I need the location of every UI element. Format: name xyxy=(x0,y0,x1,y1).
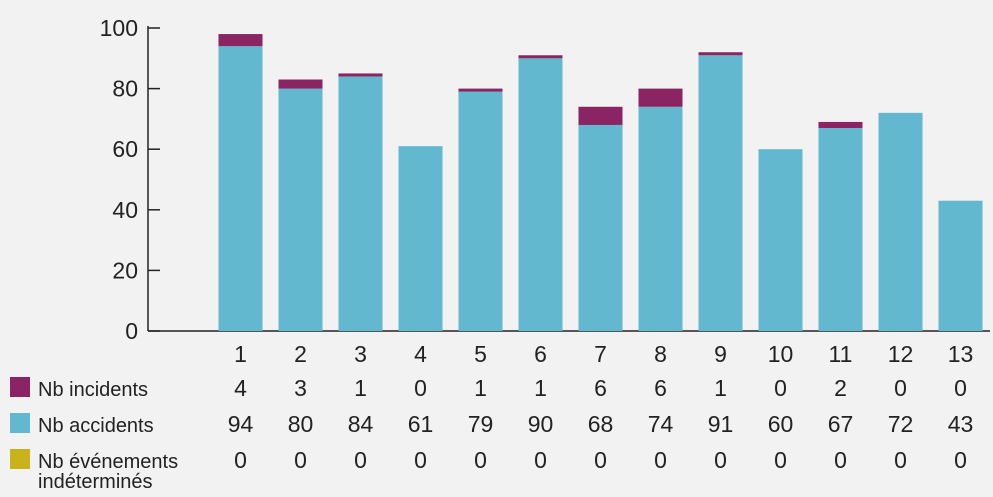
table-cell-value: 0 xyxy=(294,447,307,473)
y-tick-label: 80 xyxy=(112,76,138,102)
x-tick-label: 2 xyxy=(294,341,307,367)
table-cell-value: 1 xyxy=(354,375,367,401)
bar-segment xyxy=(278,88,323,331)
bar-segment xyxy=(458,91,503,331)
bar-segment xyxy=(638,88,683,107)
table-cell-value: 0 xyxy=(594,447,607,473)
legend-swatch xyxy=(10,377,30,397)
legend-swatch xyxy=(10,449,30,469)
table-cell-value: 6 xyxy=(654,375,667,401)
table-cell-value: 68 xyxy=(588,411,614,437)
table-cell-value: 1 xyxy=(534,375,547,401)
x-tick-label: 9 xyxy=(714,341,727,367)
table-cell-value: 60 xyxy=(768,411,794,437)
bar-segment xyxy=(278,79,323,89)
y-tick-label: 20 xyxy=(112,257,138,283)
table-cell-value: 43 xyxy=(948,411,974,437)
x-tick-label: 13 xyxy=(948,341,974,367)
bar-segment xyxy=(758,149,803,331)
bar-segment xyxy=(818,121,863,128)
y-tick-label: 40 xyxy=(112,197,138,223)
table-cell-value: 0 xyxy=(894,375,907,401)
legend-label: Nb incidents xyxy=(38,379,148,401)
table-cell-value: 0 xyxy=(774,447,787,473)
x-tick-label: 1 xyxy=(234,341,247,367)
y-tick-label: 0 xyxy=(125,318,138,344)
table-cell-value: 0 xyxy=(414,447,427,473)
bar-segment xyxy=(398,146,443,331)
legend-label: indéterminés xyxy=(38,471,153,492)
bar-segment xyxy=(698,52,743,56)
bar-segment xyxy=(938,200,983,331)
x-tick-label: 11 xyxy=(829,341,853,367)
table-cell-value: 79 xyxy=(468,411,494,437)
bar-segment xyxy=(578,124,623,332)
x-tick-label: 5 xyxy=(474,341,487,367)
x-tick-label: 10 xyxy=(768,341,794,367)
table-cell-value: 0 xyxy=(414,375,427,401)
table-cell-value: 0 xyxy=(354,447,367,473)
table-cell-value: 0 xyxy=(474,447,487,473)
table-cell-value: 90 xyxy=(528,411,554,437)
bar-segment xyxy=(518,58,563,332)
legend-swatch xyxy=(10,413,30,433)
table-cell-value: 0 xyxy=(834,447,847,473)
table-cell-value: 84 xyxy=(348,411,374,437)
table-cell-value: 4 xyxy=(234,375,247,401)
table-cell-value: 0 xyxy=(534,447,547,473)
x-tick-label: 8 xyxy=(654,341,667,367)
table-cell-value: 72 xyxy=(888,411,914,437)
x-tick-label: 7 xyxy=(594,341,607,367)
table-cell-value: 6 xyxy=(594,375,607,401)
table-cell-value: 0 xyxy=(894,447,907,473)
bar-segment xyxy=(338,73,383,77)
table-cell-value: 91 xyxy=(708,411,734,437)
table-cell-value: 0 xyxy=(714,447,727,473)
table-cell-value: 1 xyxy=(714,375,727,401)
bar-segment xyxy=(338,76,383,331)
x-tick-label: 6 xyxy=(534,341,547,367)
bar-segment xyxy=(638,106,683,331)
x-tick-label: 3 xyxy=(354,341,367,367)
table-cell-value: 0 xyxy=(774,375,787,401)
table-cell-value: 0 xyxy=(954,447,967,473)
bar-segment xyxy=(878,112,923,331)
table-cell-value: 74 xyxy=(648,411,674,437)
legend-label: Nb accidents xyxy=(38,415,154,437)
bar-segment xyxy=(518,55,563,59)
y-tick-label: 100 xyxy=(100,15,138,41)
table-cell-value: 67 xyxy=(828,411,854,437)
bar-segment xyxy=(578,106,623,125)
table-cell-value: 1 xyxy=(474,375,487,401)
table-cell-value: 80 xyxy=(288,411,314,437)
table-cell-value: 94 xyxy=(228,411,254,437)
x-tick-label: 12 xyxy=(888,341,914,367)
bar-segment xyxy=(818,127,863,332)
table-cell-value: 3 xyxy=(294,375,307,401)
legend-label: Nb événements xyxy=(38,451,178,473)
bar-segment xyxy=(698,55,743,332)
table-cell-value: 0 xyxy=(654,447,667,473)
bar-segment xyxy=(218,46,263,332)
y-tick-label: 60 xyxy=(112,136,138,162)
x-tick-label: 4 xyxy=(414,341,427,367)
table-cell-value: 0 xyxy=(954,375,967,401)
table-cell-value: 2 xyxy=(834,375,847,401)
table-cell-value: 0 xyxy=(234,447,247,473)
table-cell-value: 61 xyxy=(408,411,434,437)
bar-segment xyxy=(218,34,263,47)
bar-segment xyxy=(458,88,503,92)
